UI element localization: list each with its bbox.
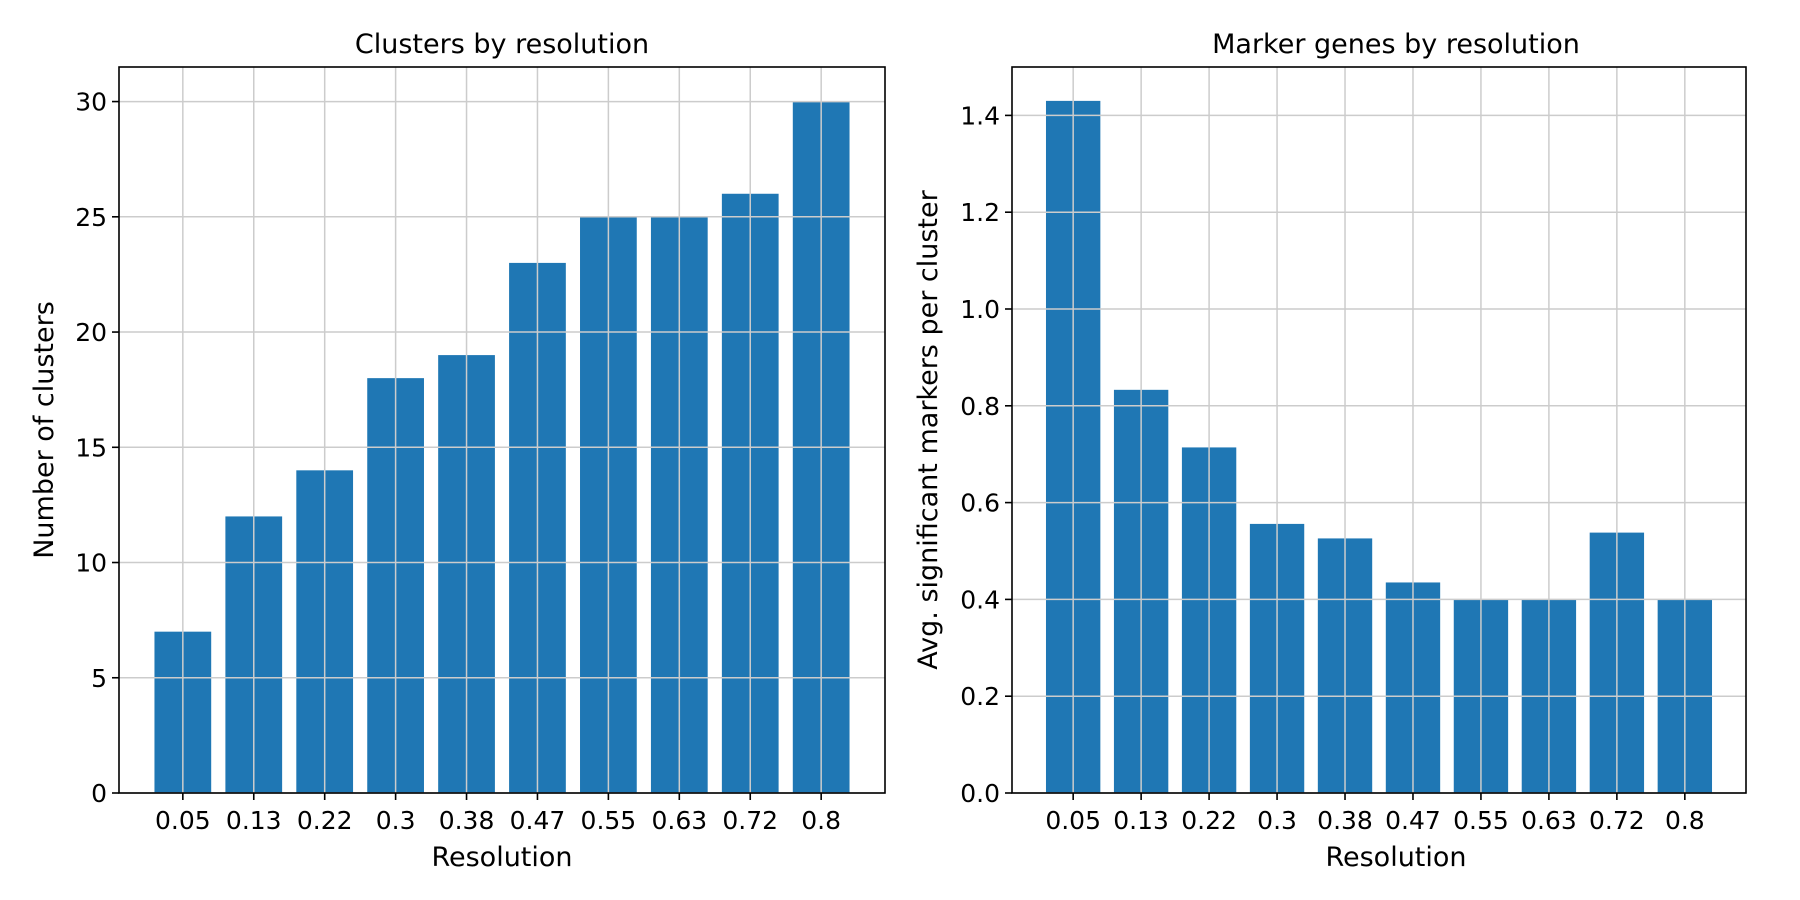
- x-tick-label: 0.22: [297, 806, 353, 835]
- x-tick-label: 0.47: [1385, 806, 1441, 835]
- y-tick-label: 0.4: [960, 585, 1000, 614]
- y-tick-label: 0.2: [960, 682, 1000, 711]
- x-tick-label: 0.05: [1045, 806, 1101, 835]
- y-tick-label: 15: [75, 433, 107, 462]
- y-tick-label: 5: [91, 664, 107, 693]
- x-axis-label: Resolution: [1325, 842, 1466, 873]
- y-tick-label: 0.0: [960, 779, 1000, 808]
- x-tick-label: 0.3: [376, 806, 416, 835]
- y-tick-label: 10: [75, 549, 107, 578]
- y-tick-label: 30: [75, 88, 107, 117]
- x-tick-label: 0.8: [1665, 806, 1705, 835]
- y-tick-label: 1.4: [960, 101, 1000, 130]
- axes-frame: [118, 66, 886, 794]
- y-tick-label: 20: [75, 318, 107, 347]
- plot-area: 0.0 0.2 0.4 0.6 0.8 1.0 1.2 1.4 0.05 0.13 0.22 0.3 0…: [960, 66, 1747, 835]
- x-tick-label: 0.13: [1113, 806, 1169, 835]
- x-tick-label: 0.55: [1453, 806, 1509, 835]
- y-tick-label: 0.6: [960, 489, 1000, 518]
- y-tick-label: 0.8: [960, 392, 1000, 421]
- y-tick-label: 25: [75, 203, 107, 232]
- x-tick-label: 0.8: [801, 806, 841, 835]
- x-tick-label: 0.38: [1317, 806, 1373, 835]
- x-tick-label: 0.38: [439, 806, 495, 835]
- y-axis-label: Avg. significant markers per cluster: [913, 189, 944, 669]
- chart-left: 0 5 10 15 20 25 30 0.05 0.13 0.22 0.3 0.38 0.47 0.55 0…: [29, 29, 886, 873]
- x-tick-label: 0.13: [226, 806, 282, 835]
- y-tick-label: 1.0: [960, 295, 1000, 324]
- x-tick-label: 0.47: [510, 806, 566, 835]
- x-tick-label: 0.63: [651, 806, 707, 835]
- x-tick-label: 0.72: [1589, 806, 1645, 835]
- y-tick-label: 0: [91, 779, 107, 808]
- x-tick-label: 0.63: [1521, 806, 1577, 835]
- plot-area: 0 5 10 15 20 25 30 0.05 0.13 0.22 0.3 0.38 0.47 0.55 0…: [75, 66, 886, 835]
- y-axis-label: Number of clusters: [29, 301, 60, 559]
- x-tick-label: 0.05: [155, 806, 211, 835]
- chart-title: Clusters by resolution: [355, 29, 649, 60]
- x-tick-label: 0.55: [581, 806, 637, 835]
- chart-title: Marker genes by resolution: [1212, 29, 1580, 60]
- x-axis-label: Resolution: [431, 842, 572, 873]
- x-tick-label: 0.22: [1181, 806, 1237, 835]
- chart-right: 0.0 0.2 0.4 0.6 0.8 1.0 1.2 1.4 0.05 0.13 0.22 0.3 0…: [913, 29, 1747, 873]
- axes-frame: [1011, 66, 1747, 794]
- x-tick-label: 0.72: [722, 806, 778, 835]
- x-tick-label: 0.3: [1257, 806, 1297, 835]
- y-tick-label: 1.2: [960, 198, 1000, 227]
